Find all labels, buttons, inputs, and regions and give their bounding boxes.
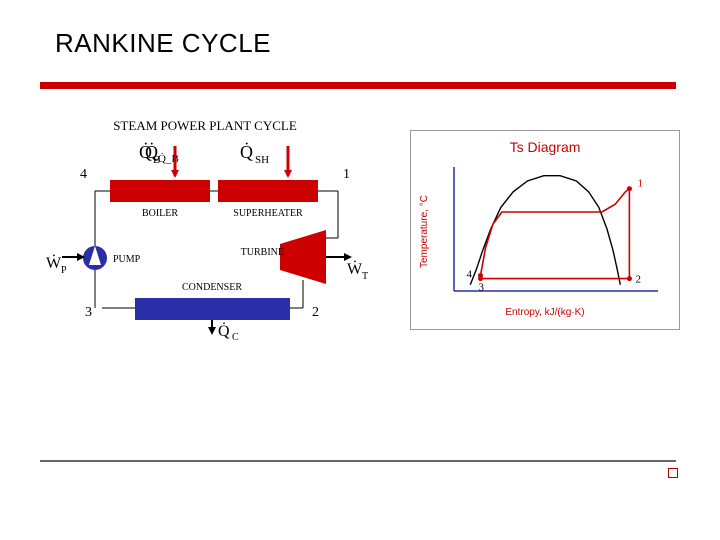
condenser-label: CONDENSER <box>182 282 242 293</box>
ts-point-4 <box>478 273 483 278</box>
svg-text:B: B <box>153 154 160 166</box>
ts-label-1: 1 <box>637 178 643 190</box>
ts-point-2 <box>627 276 632 281</box>
ts-ylabel: Temperature, °C <box>419 159 430 305</box>
corner-marker <box>668 468 678 478</box>
qc-symbol: Q̇ <box>218 322 230 340</box>
slide-title: RANKINE CYCLE <box>55 28 271 59</box>
ts-point-1 <box>627 186 632 191</box>
superheater-block <box>218 180 318 202</box>
state-3: 3 <box>85 305 92 320</box>
qsh-symbol: Q̇ <box>240 141 253 162</box>
state-1: 1 <box>343 167 350 182</box>
state-2: 2 <box>312 305 319 320</box>
wt-symbol: Ẇ <box>347 260 363 278</box>
ts-xlabel: Entropy, kJ/(kg·K) <box>419 307 671 318</box>
boiler-block <box>110 180 210 202</box>
ts-plot: 1 2 34 <box>430 159 662 305</box>
schematic-title: STEAM POWER PLANT CYCLE <box>113 118 297 133</box>
ts-panel: Ts Diagram Temperature, °C 1 2 34 Entropy,… <box>410 130 680 330</box>
svg-text:P: P <box>61 265 67 276</box>
ts-title: Ts Diagram <box>419 139 671 155</box>
superheater-label: SUPERHEATER <box>233 208 303 219</box>
ts-label-4: 4 <box>467 269 473 281</box>
svg-text:T: T <box>362 271 368 282</box>
svg-text:SH: SH <box>255 154 269 166</box>
pump-label: PUMP <box>113 254 141 265</box>
wp-symbol: Ẇ <box>46 254 62 272</box>
bottom-rule <box>40 460 676 462</box>
turbine-label: TURBINE <box>241 247 284 258</box>
schematic-panel: STEAM POWER PLANT CYCLE Q̇Q̇_B Q̇ B Q̇ S… <box>40 110 370 340</box>
state-4: 4 <box>80 167 87 182</box>
turbine-block <box>280 230 326 284</box>
title-rule <box>40 82 676 89</box>
svg-text:Q̇: Q̇ <box>139 141 152 162</box>
boiler-label: BOILER <box>142 208 178 219</box>
ts-label-3: 3 <box>479 282 485 294</box>
svg-text:C: C <box>232 332 239 340</box>
condenser-block <box>135 298 290 320</box>
ts-label-2: 2 <box>635 274 641 286</box>
